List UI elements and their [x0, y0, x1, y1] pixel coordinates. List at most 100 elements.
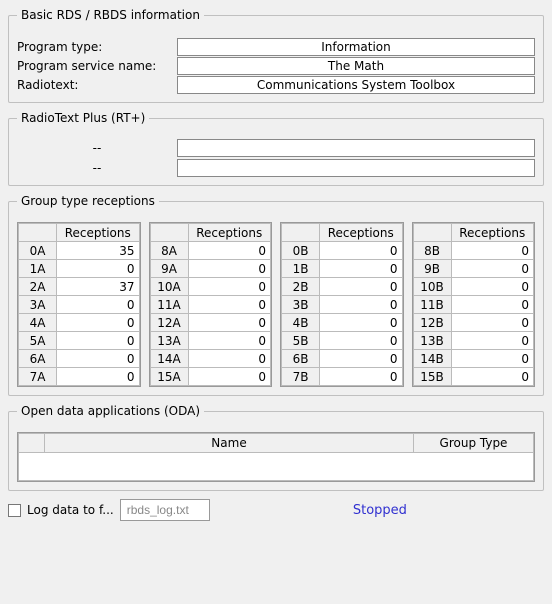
program-service-name-value: The Math — [177, 57, 535, 75]
rtplus-label-2: -- — [17, 161, 177, 175]
group-id-9B: 9B — [413, 260, 451, 278]
oda-table: Name Group Type — [18, 433, 534, 481]
log-checkbox[interactable] — [8, 504, 21, 517]
group-count-3B: 0 — [320, 296, 403, 314]
group-count-1A: 0 — [57, 260, 140, 278]
group-count-7B: 0 — [320, 368, 403, 386]
group-count-11B: 0 — [451, 296, 534, 314]
group-count-13A: 0 — [188, 332, 271, 350]
group-id-5A: 5A — [19, 332, 57, 350]
group-count-10A: 0 — [188, 278, 271, 296]
group-count-0A: 35 — [57, 242, 140, 260]
group-id-14B: 14B — [413, 350, 451, 368]
group-count-13B: 0 — [451, 332, 534, 350]
group-count-4A: 0 — [57, 314, 140, 332]
group-count-15A: 0 — [188, 368, 271, 386]
group-id-10A: 10A — [150, 278, 188, 296]
group-id-6B: 6B — [282, 350, 320, 368]
oda-legend: Open data applications (ODA) — [17, 404, 204, 418]
group-count-5B: 0 — [320, 332, 403, 350]
group-id-14A: 14A — [150, 350, 188, 368]
group-table-0: Receptions0A351A02A373A04A05A06A07A0 — [18, 223, 140, 386]
program-type-label: Program type: — [17, 40, 177, 54]
group-count-9B: 0 — [451, 260, 534, 278]
group-id-5B: 5B — [282, 332, 320, 350]
group-id-12A: 12A — [150, 314, 188, 332]
group-header-blank — [282, 224, 320, 242]
group-id-1A: 1A — [19, 260, 57, 278]
group-receptions-fieldset: Group type receptions Receptions0A351A02… — [8, 194, 544, 396]
group-header-blank — [413, 224, 451, 242]
group-header-receptions: Receptions — [57, 224, 140, 242]
log-label[interactable]: Log data to f... — [27, 503, 114, 517]
rtplus-label-1: -- — [17, 141, 177, 155]
group-count-12A: 0 — [188, 314, 271, 332]
group-id-2B: 2B — [282, 278, 320, 296]
oda-header-index — [19, 434, 45, 453]
group-id-7A: 7A — [19, 368, 57, 386]
group-id-3A: 3A — [19, 296, 57, 314]
basic-rds-fieldset: Basic RDS / RBDS information Program typ… — [8, 8, 544, 103]
group-id-13B: 13B — [413, 332, 451, 350]
group-count-8A: 0 — [188, 242, 271, 260]
program-type-value: Information — [177, 38, 535, 56]
group-table-2: Receptions0B01B02B03B04B05B06B07B0 — [281, 223, 403, 386]
group-count-6B: 0 — [320, 350, 403, 368]
group-count-1B: 0 — [320, 260, 403, 278]
group-header-blank — [19, 224, 57, 242]
group-id-7B: 7B — [282, 368, 320, 386]
group-id-15A: 15A — [150, 368, 188, 386]
oda-empty-row — [19, 453, 534, 481]
group-id-0A: 0A — [19, 242, 57, 260]
group-count-14B: 0 — [451, 350, 534, 368]
group-id-9A: 9A — [150, 260, 188, 278]
group-id-2A: 2A — [19, 278, 57, 296]
group-id-15B: 15B — [413, 368, 451, 386]
group-id-1B: 1B — [282, 260, 320, 278]
oda-header-name: Name — [45, 434, 414, 453]
group-id-12B: 12B — [413, 314, 451, 332]
group-id-4B: 4B — [282, 314, 320, 332]
group-count-9A: 0 — [188, 260, 271, 278]
group-id-10B: 10B — [413, 278, 451, 296]
group-count-2B: 0 — [320, 278, 403, 296]
group-header-receptions: Receptions — [320, 224, 403, 242]
group-count-4B: 0 — [320, 314, 403, 332]
group-count-14A: 0 — [188, 350, 271, 368]
rtplus-value-2 — [177, 159, 535, 177]
group-id-6A: 6A — [19, 350, 57, 368]
group-count-12B: 0 — [451, 314, 534, 332]
group-count-3A: 0 — [57, 296, 140, 314]
group-id-4A: 4A — [19, 314, 57, 332]
group-count-6A: 0 — [57, 350, 140, 368]
group-header-receptions: Receptions — [188, 224, 271, 242]
rtplus-fieldset: RadioText Plus (RT+) -- -- — [8, 111, 544, 186]
group-id-0B: 0B — [282, 242, 320, 260]
group-header-blank — [150, 224, 188, 242]
group-receptions-legend: Group type receptions — [17, 194, 159, 208]
log-file-input[interactable] — [120, 499, 210, 521]
group-id-13A: 13A — [150, 332, 188, 350]
oda-header-grouptype: Group Type — [414, 434, 534, 453]
group-count-10B: 0 — [451, 278, 534, 296]
radiotext-label: Radiotext: — [17, 78, 177, 92]
oda-fieldset: Open data applications (ODA) Name Group … — [8, 404, 544, 491]
rtplus-legend: RadioText Plus (RT+) — [17, 111, 149, 125]
group-count-2A: 37 — [57, 278, 140, 296]
group-id-8A: 8A — [150, 242, 188, 260]
group-header-receptions: Receptions — [451, 224, 534, 242]
rtplus-value-1 — [177, 139, 535, 157]
status-text: Stopped — [216, 503, 544, 518]
group-id-3B: 3B — [282, 296, 320, 314]
basic-rds-legend: Basic RDS / RBDS information — [17, 8, 204, 22]
group-count-11A: 0 — [188, 296, 271, 314]
group-table-3: Receptions8B09B010B011B012B013B014B015B0 — [413, 223, 535, 386]
group-count-8B: 0 — [451, 242, 534, 260]
radiotext-value: Communications System Toolbox — [177, 76, 535, 94]
group-id-11B: 11B — [413, 296, 451, 314]
group-table-1: Receptions8A09A010A011A012A013A014A015A0 — [150, 223, 272, 386]
group-count-5A: 0 — [57, 332, 140, 350]
group-count-0B: 0 — [320, 242, 403, 260]
group-id-8B: 8B — [413, 242, 451, 260]
program-service-name-label: Program service name: — [17, 59, 177, 73]
